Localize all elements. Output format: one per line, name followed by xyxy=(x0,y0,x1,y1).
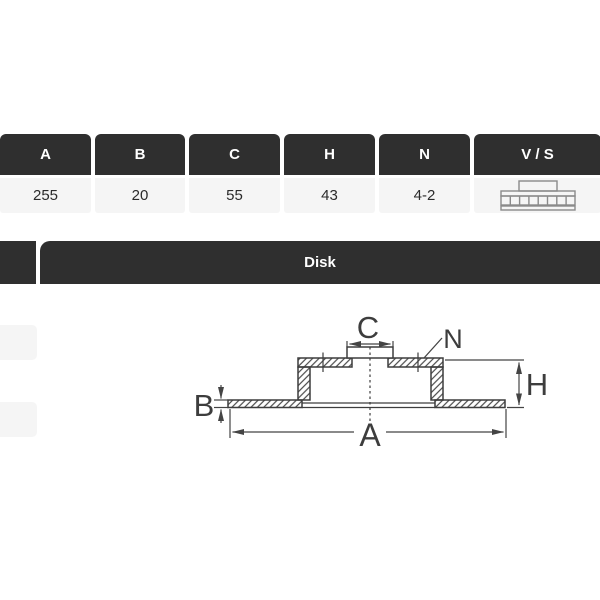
section-title: Disk xyxy=(304,254,336,271)
section-header-row: Disk xyxy=(0,241,600,284)
dim-c xyxy=(346,341,394,347)
dim-a xyxy=(229,409,507,438)
spec-header-n: N xyxy=(379,134,470,175)
dim-label-h: H xyxy=(526,367,548,402)
spec-header-c: C xyxy=(189,134,280,175)
spec-header-b: B xyxy=(95,134,185,175)
section-bar-disk: Disk xyxy=(40,241,600,284)
disc-section-shapes xyxy=(227,346,506,409)
dim-h xyxy=(445,359,524,409)
bolt-hole-ticks xyxy=(322,352,419,372)
dim-label-b: B xyxy=(194,388,215,423)
spec-table: A B C H N V / S 255 20 55 43 4-2 xyxy=(0,134,600,213)
spec-value-a: 255 xyxy=(0,178,91,213)
spec-header-vs: V / S xyxy=(474,134,600,175)
vented-disc-profile-icon xyxy=(499,180,576,211)
dim-n-leader xyxy=(423,337,443,359)
list-item-thumb xyxy=(0,325,37,360)
spec-value-vs xyxy=(474,178,600,213)
brake-disc-cross-section-diagram: C N H B A xyxy=(194,310,549,453)
spec-value-c: 55 xyxy=(189,178,280,213)
dim-label-c: C xyxy=(357,310,379,345)
list-item-thumb xyxy=(0,402,37,437)
disc-inner-edges xyxy=(302,402,435,409)
dim-b xyxy=(214,385,228,423)
spec-header-a: A xyxy=(0,134,91,175)
spec-header-h: H xyxy=(284,134,375,175)
spec-value-b: 20 xyxy=(95,178,185,213)
dim-label-a: A xyxy=(359,417,381,453)
spec-value-h: 43 xyxy=(284,178,375,213)
dim-label-n: N xyxy=(443,324,463,354)
spec-value-n: 4-2 xyxy=(379,178,470,213)
section-bar-stub xyxy=(0,241,36,284)
